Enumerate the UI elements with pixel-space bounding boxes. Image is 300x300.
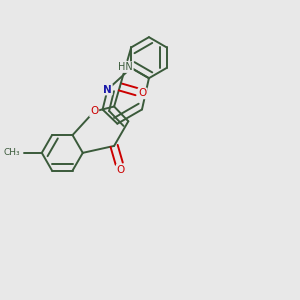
Text: O: O	[138, 88, 147, 98]
Text: HN: HN	[118, 62, 133, 72]
Text: O: O	[117, 165, 125, 175]
Text: CH₃: CH₃	[4, 148, 20, 157]
Text: N: N	[103, 85, 112, 94]
Text: O: O	[90, 106, 98, 116]
